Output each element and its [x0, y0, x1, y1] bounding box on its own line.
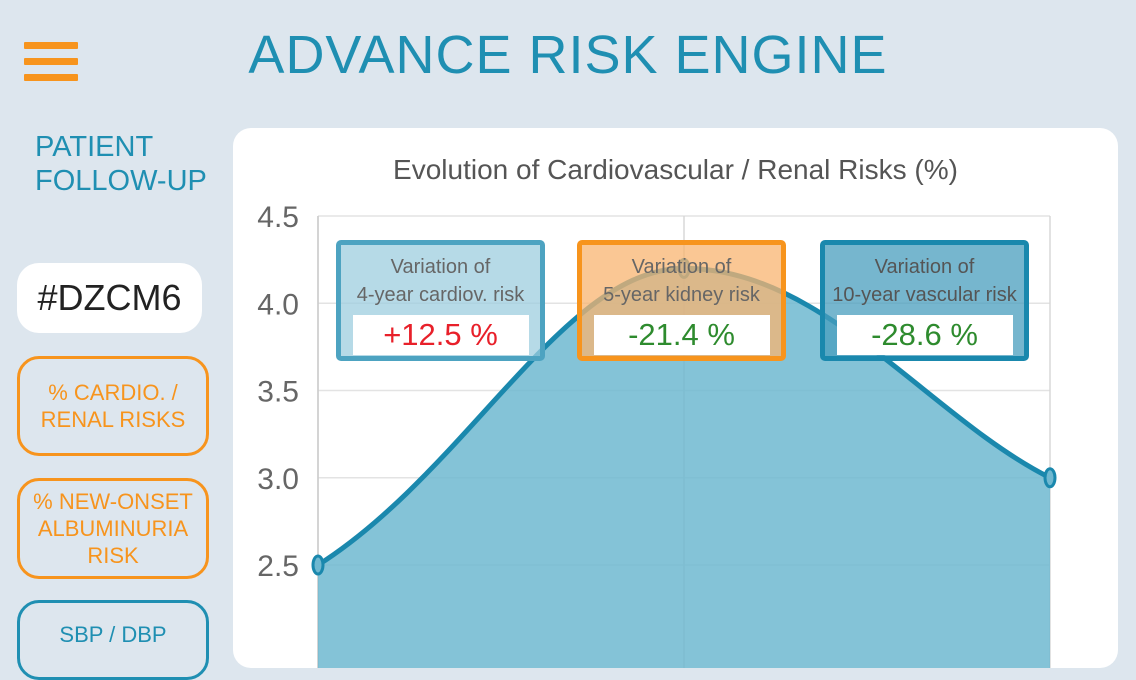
kidney-risk-variation-box: Variation of 5-year kidney risk -21.4 % — [577, 240, 786, 361]
variation-value: -28.6 % — [836, 315, 1013, 355]
cardio-renal-risks-button[interactable]: % CARDIO. / RENAL RISKS — [17, 356, 209, 456]
cardio-risk-variation-box: Variation of 4-year cardiov. risk +12.5 … — [336, 240, 545, 361]
y-tick-label: 4.0 — [257, 288, 299, 321]
albuminuria-risk-button[interactable]: % NEW-ONSET ALBUMINURIA RISK — [17, 478, 209, 579]
chart-title: Evolution of Cardiovascular / Renal Risk… — [393, 154, 958, 185]
menu-bar — [24, 74, 78, 81]
sbp-dbp-button[interactable]: SBP / DBP — [17, 600, 209, 680]
section-heading: PATIENT FOLLOW-UP — [35, 131, 207, 197]
y-tick-label: 2.5 — [257, 550, 299, 583]
chart-card: Evolution of Cardiovascular / Renal Risk… — [233, 128, 1118, 668]
patient-id: #DZCM6 — [17, 263, 202, 333]
vascular-risk-variation-box: Variation of 10-year vascular risk -28.6… — [820, 240, 1029, 361]
variation-label: Variation of 4-year cardiov. risk — [356, 256, 525, 306]
variation-value: +12.5 % — [352, 315, 529, 355]
menu-bar — [24, 42, 78, 49]
y-tick-label: 3.0 — [257, 463, 299, 496]
variation-label: Variation of 5-year kidney risk — [603, 256, 760, 306]
data-point — [1043, 467, 1057, 489]
variation-label: Variation of 10-year vascular risk — [832, 256, 1017, 306]
menu-icon[interactable] — [24, 42, 78, 86]
app-title: ADVANCE RISK ENGINE — [248, 25, 888, 85]
y-tick-label: 4.5 — [257, 201, 299, 234]
risk-evolution-chart: 2.5 3.0 3.5 4.0 4.5 — [257, 201, 1057, 668]
series-area — [318, 268, 1050, 668]
menu-bar — [24, 58, 78, 65]
y-tick-label: 3.5 — [257, 376, 299, 409]
data-point — [311, 554, 325, 576]
variation-value: -21.4 % — [593, 315, 770, 355]
